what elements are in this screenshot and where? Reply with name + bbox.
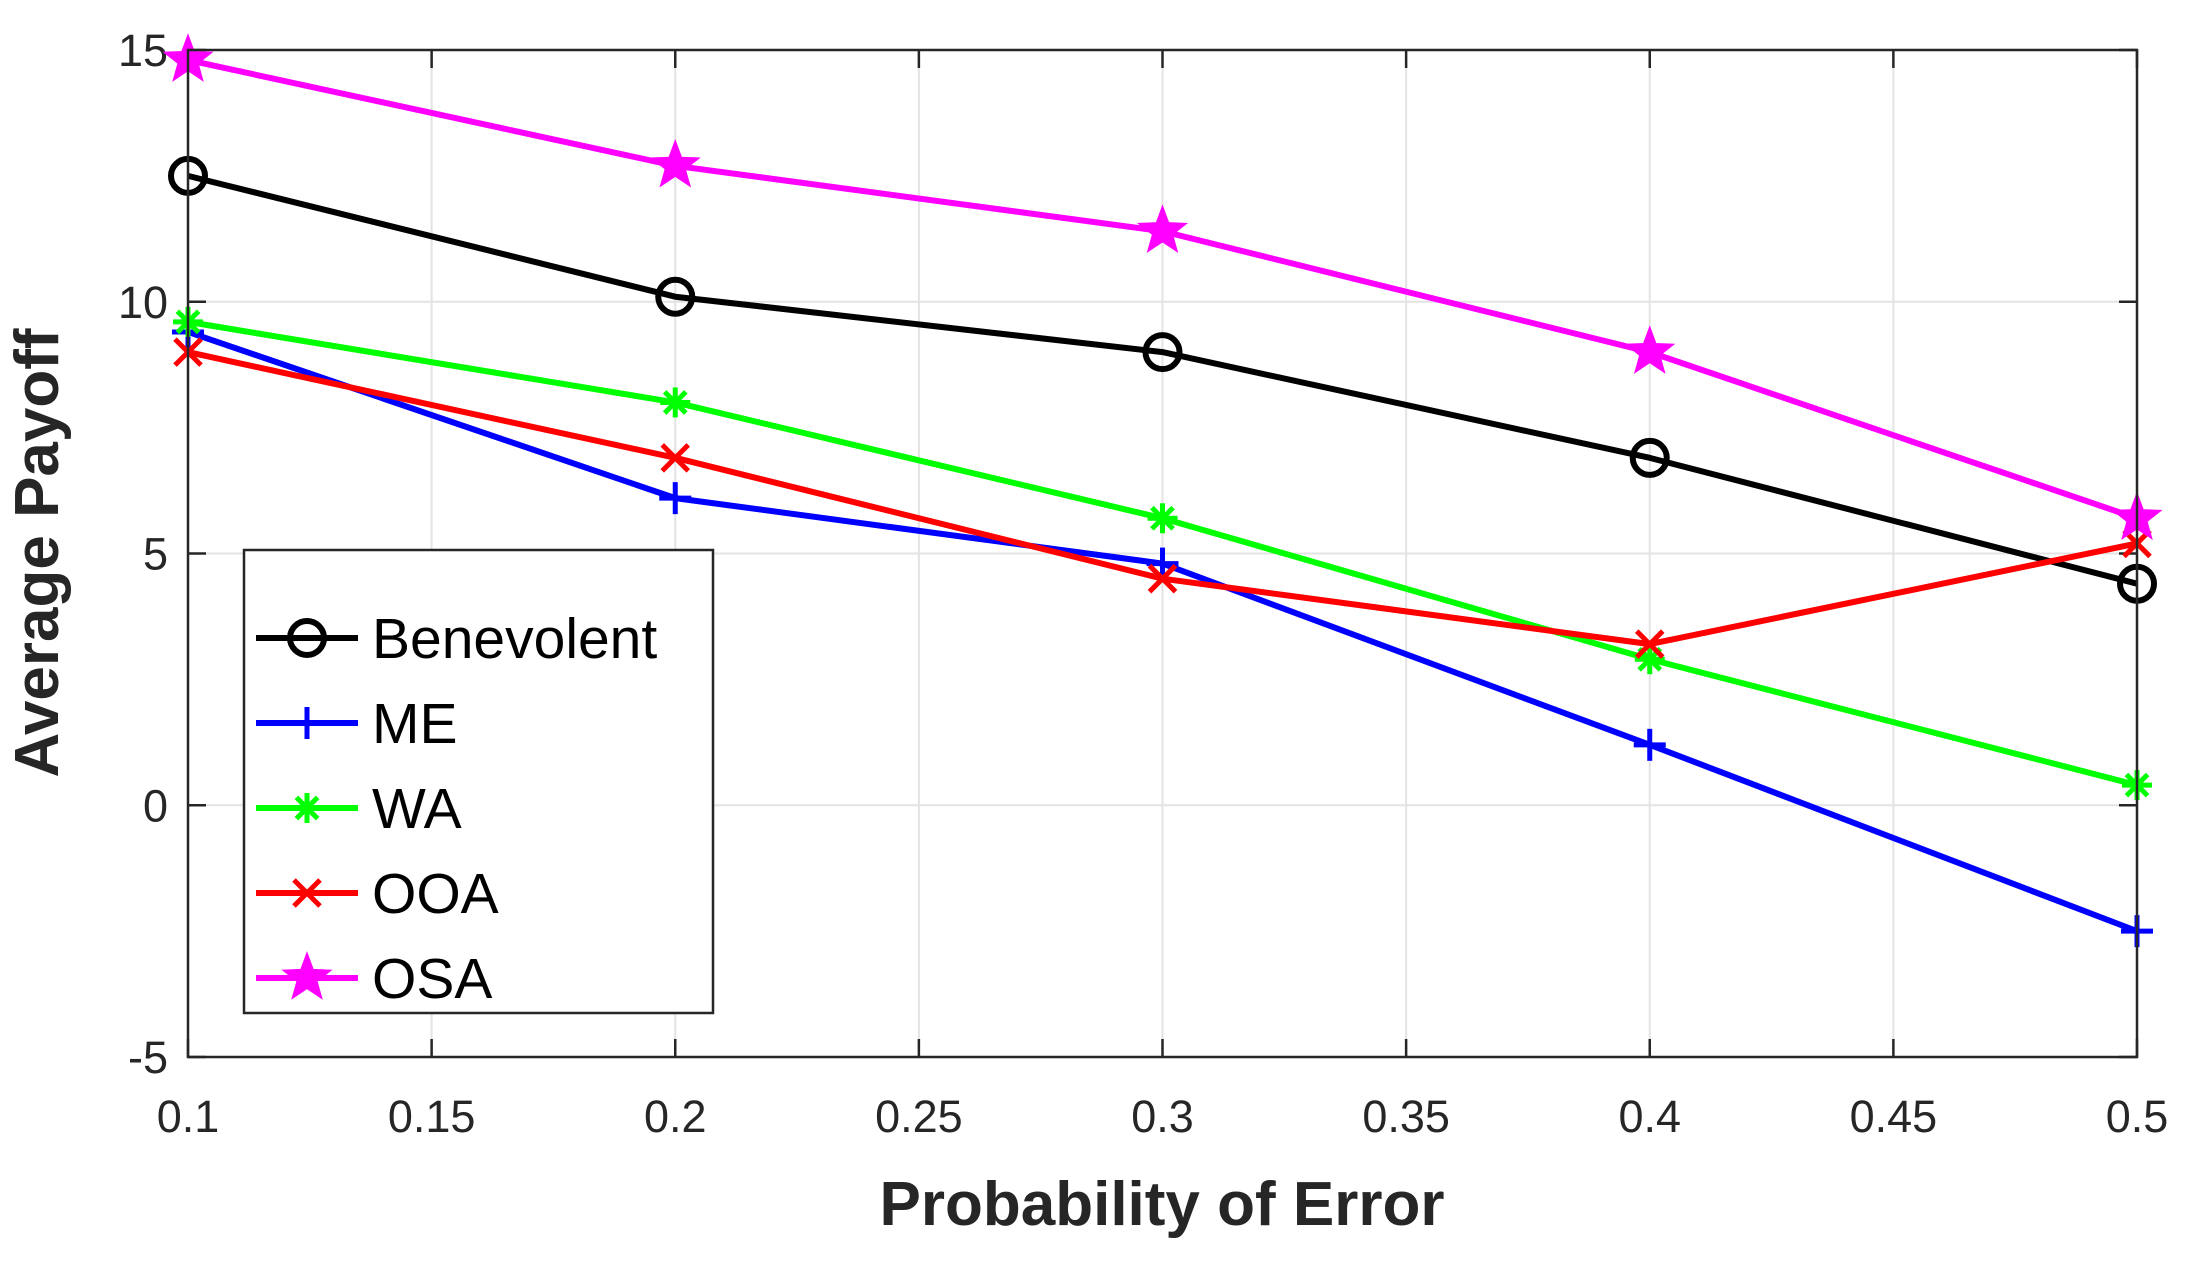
y-tick-label: 10 (118, 277, 168, 328)
legend-item-osa: OSA (256, 947, 492, 1011)
x-tick-label: 0.25 (875, 1091, 963, 1142)
data-point-wa (1147, 503, 1178, 534)
x-tick-label: 0.2 (644, 1091, 707, 1142)
y-tick-label: -5 (128, 1032, 168, 1083)
legend-label-benevolent: Benevolent (372, 607, 657, 671)
x-axis-title: Probability of Error (880, 1170, 1445, 1239)
x-tick-label: 0.15 (388, 1091, 476, 1142)
legend-item-me: ME (256, 692, 458, 756)
data-point-me (1633, 728, 1666, 761)
series-line-benevolent (187, 172, 2138, 587)
legend-item-benevolent: Benevolent (256, 607, 657, 671)
x-axis-ticks: 0.1 0.15 0.2 0.25 0.3 0.35 0.4 0.45 0.5 (157, 50, 2169, 1142)
data-point-ooa (1634, 629, 1665, 659)
y-tick-label: 15 (118, 25, 168, 76)
legend-label-wa: WA (372, 777, 462, 841)
legend-marker-benevolent (287, 618, 327, 658)
data-point-ooa (660, 443, 691, 473)
data-point-osa (1624, 325, 1676, 374)
data-point-me (1146, 547, 1179, 580)
data-point-me (659, 482, 692, 515)
y-axis-title: Average Payoff (3, 328, 72, 777)
x-tick-label: 0.5 (2106, 1091, 2169, 1142)
legend-marker-wa (292, 793, 322, 823)
legend-item-ooa: OOA (256, 862, 499, 926)
legend: Benevolent ME WA OOA OSA (242, 548, 715, 1015)
plot-frame (186, 48, 2139, 1059)
y-tick-label: 5 (143, 529, 168, 580)
legend-marker-osa (281, 951, 333, 1000)
series-group (162, 33, 2163, 948)
x-tick-label: 0.4 (1618, 1091, 1681, 1142)
data-point-ooa (1147, 563, 1178, 594)
data-point-osa (649, 138, 701, 188)
data-point-wa (660, 387, 691, 418)
legend-label-ooa: OOA (372, 862, 499, 926)
x-tick-label: 0.3 (1131, 1091, 1194, 1142)
x-tick-label: 0.35 (1362, 1091, 1450, 1142)
data-point-wa (1634, 644, 1665, 675)
legend-label-osa: OSA (372, 947, 492, 1011)
data-point-benevolent (1142, 332, 1183, 373)
data-point-osa (1136, 204, 1189, 254)
data-point-benevolent (655, 276, 696, 317)
y-tick-label: 0 (143, 780, 168, 831)
x-tick-label: 0.1 (157, 1091, 220, 1142)
data-point-benevolent (1629, 437, 1670, 478)
y-axis-ticks: -5 0 5 10 15 (118, 25, 2137, 1083)
legend-label-me: ME (372, 692, 458, 756)
legend-marker-ooa (292, 878, 322, 908)
legend-marker-me (291, 707, 323, 739)
x-tick-label: 0.45 (1850, 1091, 1938, 1142)
legend-item-wa: WA (256, 777, 462, 841)
